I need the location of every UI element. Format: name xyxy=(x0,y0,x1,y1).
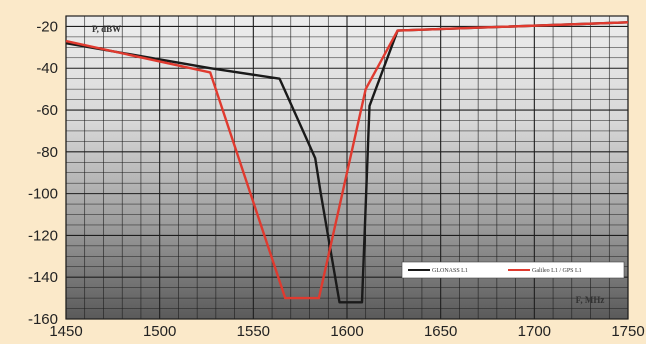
series-lines xyxy=(65,21,629,304)
legend-label-glonass: GLONASS L1 xyxy=(432,268,468,274)
series-line-galileo-gps xyxy=(65,21,629,300)
x-tick-label: 1750 xyxy=(611,323,644,340)
y-tick-label: -20 xyxy=(36,18,58,35)
x-axis-title: F, MHz xyxy=(576,295,605,305)
legend-label-galileo: Galileo L1 / GPS L1 xyxy=(532,268,582,274)
x-tick-label: 1700 xyxy=(518,323,551,340)
y-tick-label: -40 xyxy=(36,60,58,77)
tick-labels: 1450 1500 1550 1600 1650 1700 1750 -20 -40 -60 -80… xyxy=(28,18,645,340)
x-tick-label: 1600 xyxy=(330,323,363,340)
legend: GLONASS L1 Galileo L1 / GPS L1 xyxy=(401,261,625,279)
x-tick-label: 1550 xyxy=(237,323,270,340)
y-tick-label: -80 xyxy=(36,144,58,161)
y-tick-label: -60 xyxy=(36,102,58,119)
y-tick-label: -160 xyxy=(28,311,58,328)
x-tick-label: 1450 xyxy=(49,323,82,340)
y-axis-title: P, dBW xyxy=(92,24,121,34)
y-tick-label: -100 xyxy=(28,186,58,203)
x-tick-label: 1650 xyxy=(424,323,457,340)
plot-border xyxy=(65,15,629,320)
y-tick-label: -140 xyxy=(28,269,58,286)
x-tick-label: 1500 xyxy=(143,323,176,340)
y-tick-label: -120 xyxy=(28,227,58,244)
